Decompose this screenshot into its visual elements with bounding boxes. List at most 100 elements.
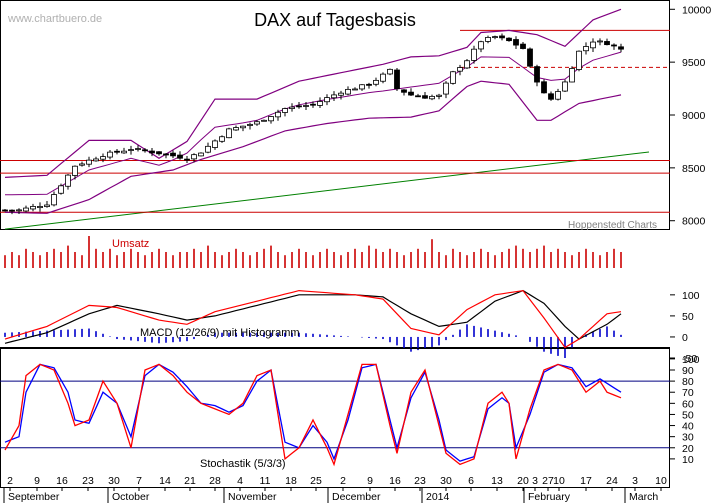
candle-body bbox=[548, 93, 554, 100]
macd-panel: MACD (12/26/9) mit Histogramm 100 50 0 -50 bbox=[0, 290, 700, 365]
candle-body bbox=[170, 152, 176, 157]
candle-body bbox=[261, 119, 267, 122]
candle-body bbox=[401, 89, 407, 93]
x-day-label: 30 bbox=[108, 475, 120, 487]
candle-body bbox=[114, 150, 120, 153]
candle-body bbox=[457, 67, 463, 72]
candle-body bbox=[2, 209, 8, 212]
x-month-label: September bbox=[8, 491, 60, 503]
macd-tick-label: 0 bbox=[682, 332, 688, 344]
candle-body bbox=[590, 41, 596, 49]
x-day-label: 10 bbox=[655, 475, 667, 487]
stoch-tick-label: 100 bbox=[682, 354, 700, 366]
macd-title: MACD (12/26/9) mit Histogramm bbox=[140, 327, 300, 339]
x-day-label: 28 bbox=[209, 475, 221, 487]
stoch-tick-label: 70 bbox=[682, 387, 694, 399]
x-day-label: 24 bbox=[606, 475, 618, 487]
x-day-label: 25 bbox=[310, 475, 322, 487]
candle-body bbox=[296, 105, 302, 108]
candle-body bbox=[408, 91, 414, 96]
candle-body bbox=[121, 150, 127, 154]
candle-body bbox=[569, 68, 575, 83]
price-tick-label: 10000 bbox=[682, 4, 711, 16]
candle-body bbox=[352, 88, 358, 91]
x-day-label: 13 bbox=[491, 475, 503, 487]
candle-body bbox=[184, 158, 190, 161]
macd-tick-label: 100 bbox=[682, 290, 700, 302]
candle-body bbox=[394, 69, 400, 90]
candle-body bbox=[275, 111, 281, 118]
watermark: www.chartbuero.de bbox=[7, 13, 102, 25]
x-day-label: 3 bbox=[632, 475, 638, 487]
candle-body bbox=[282, 108, 288, 113]
x-month-label: February bbox=[528, 491, 571, 503]
candle-body bbox=[464, 60, 470, 69]
stoch-panel-frame bbox=[0, 348, 670, 488]
x-day-label: 16 bbox=[56, 475, 68, 487]
candle-body bbox=[107, 151, 113, 158]
candle-body bbox=[37, 206, 43, 209]
candle-body bbox=[422, 95, 428, 99]
candle-body bbox=[604, 41, 610, 46]
candle-body bbox=[387, 68, 393, 75]
candle-body bbox=[576, 50, 582, 70]
candle-body bbox=[429, 95, 435, 100]
candle-body bbox=[471, 48, 477, 61]
x-month-label: November bbox=[228, 491, 277, 503]
macd-tick-label: 50 bbox=[682, 311, 694, 323]
candle-body bbox=[142, 149, 148, 152]
candle-body bbox=[79, 163, 85, 166]
candle-body bbox=[478, 41, 484, 50]
x-day-label: 7 bbox=[136, 475, 142, 487]
x-month-label: December bbox=[332, 491, 381, 503]
candle-body bbox=[289, 106, 295, 109]
x-day-label: 2 bbox=[340, 475, 346, 487]
candle-body bbox=[226, 128, 232, 139]
stochastic-title: Stochastik (5/3/3) bbox=[200, 458, 286, 470]
candle-body bbox=[240, 125, 246, 129]
candle-body bbox=[415, 95, 421, 98]
candle-body bbox=[30, 206, 36, 210]
x-day-label: 14 bbox=[159, 475, 171, 487]
candle-body bbox=[163, 153, 169, 156]
candle-body bbox=[9, 209, 15, 212]
x-day-label: 2 bbox=[7, 475, 13, 487]
x-day-label: 6 bbox=[468, 475, 474, 487]
candle-body bbox=[366, 83, 372, 86]
candle-body bbox=[506, 37, 512, 42]
stochastic-d-line bbox=[4, 363, 622, 462]
candle-body bbox=[317, 101, 323, 106]
candle-body bbox=[268, 116, 274, 122]
candle-body bbox=[520, 43, 526, 49]
price-panel: www.chartbuero.de DAX auf Tagesbasis Hop… bbox=[0, 0, 711, 231]
x-month-label: 2014 bbox=[426, 491, 450, 503]
x-day-label: 11 bbox=[260, 475, 271, 487]
stochastic-k-line bbox=[4, 363, 622, 467]
candle-body bbox=[443, 82, 449, 95]
candle-body bbox=[380, 73, 386, 82]
x-day-label: 9 bbox=[367, 475, 373, 487]
x-day-label: 10 bbox=[553, 475, 565, 487]
price-tick-label: 9000 bbox=[682, 110, 706, 122]
candle-body bbox=[373, 79, 379, 85]
macd-signal-line bbox=[4, 289, 622, 344]
candle-body bbox=[247, 124, 253, 126]
candle-body bbox=[499, 35, 505, 39]
candle-body bbox=[219, 136, 225, 142]
bollinger-lower bbox=[4, 80, 622, 214]
candle-body bbox=[128, 149, 134, 151]
candle-body bbox=[527, 48, 533, 67]
candle-body bbox=[534, 66, 540, 83]
candle-body bbox=[65, 174, 71, 187]
candle-body bbox=[562, 81, 568, 92]
x-day-label: 30 bbox=[440, 475, 452, 487]
candle-body bbox=[513, 39, 519, 46]
macd-tick-label: -50 bbox=[682, 353, 697, 365]
candle-body bbox=[611, 44, 617, 47]
candle-body bbox=[212, 140, 218, 148]
bollinger-upper bbox=[4, 8, 622, 178]
candle-body bbox=[492, 36, 498, 38]
